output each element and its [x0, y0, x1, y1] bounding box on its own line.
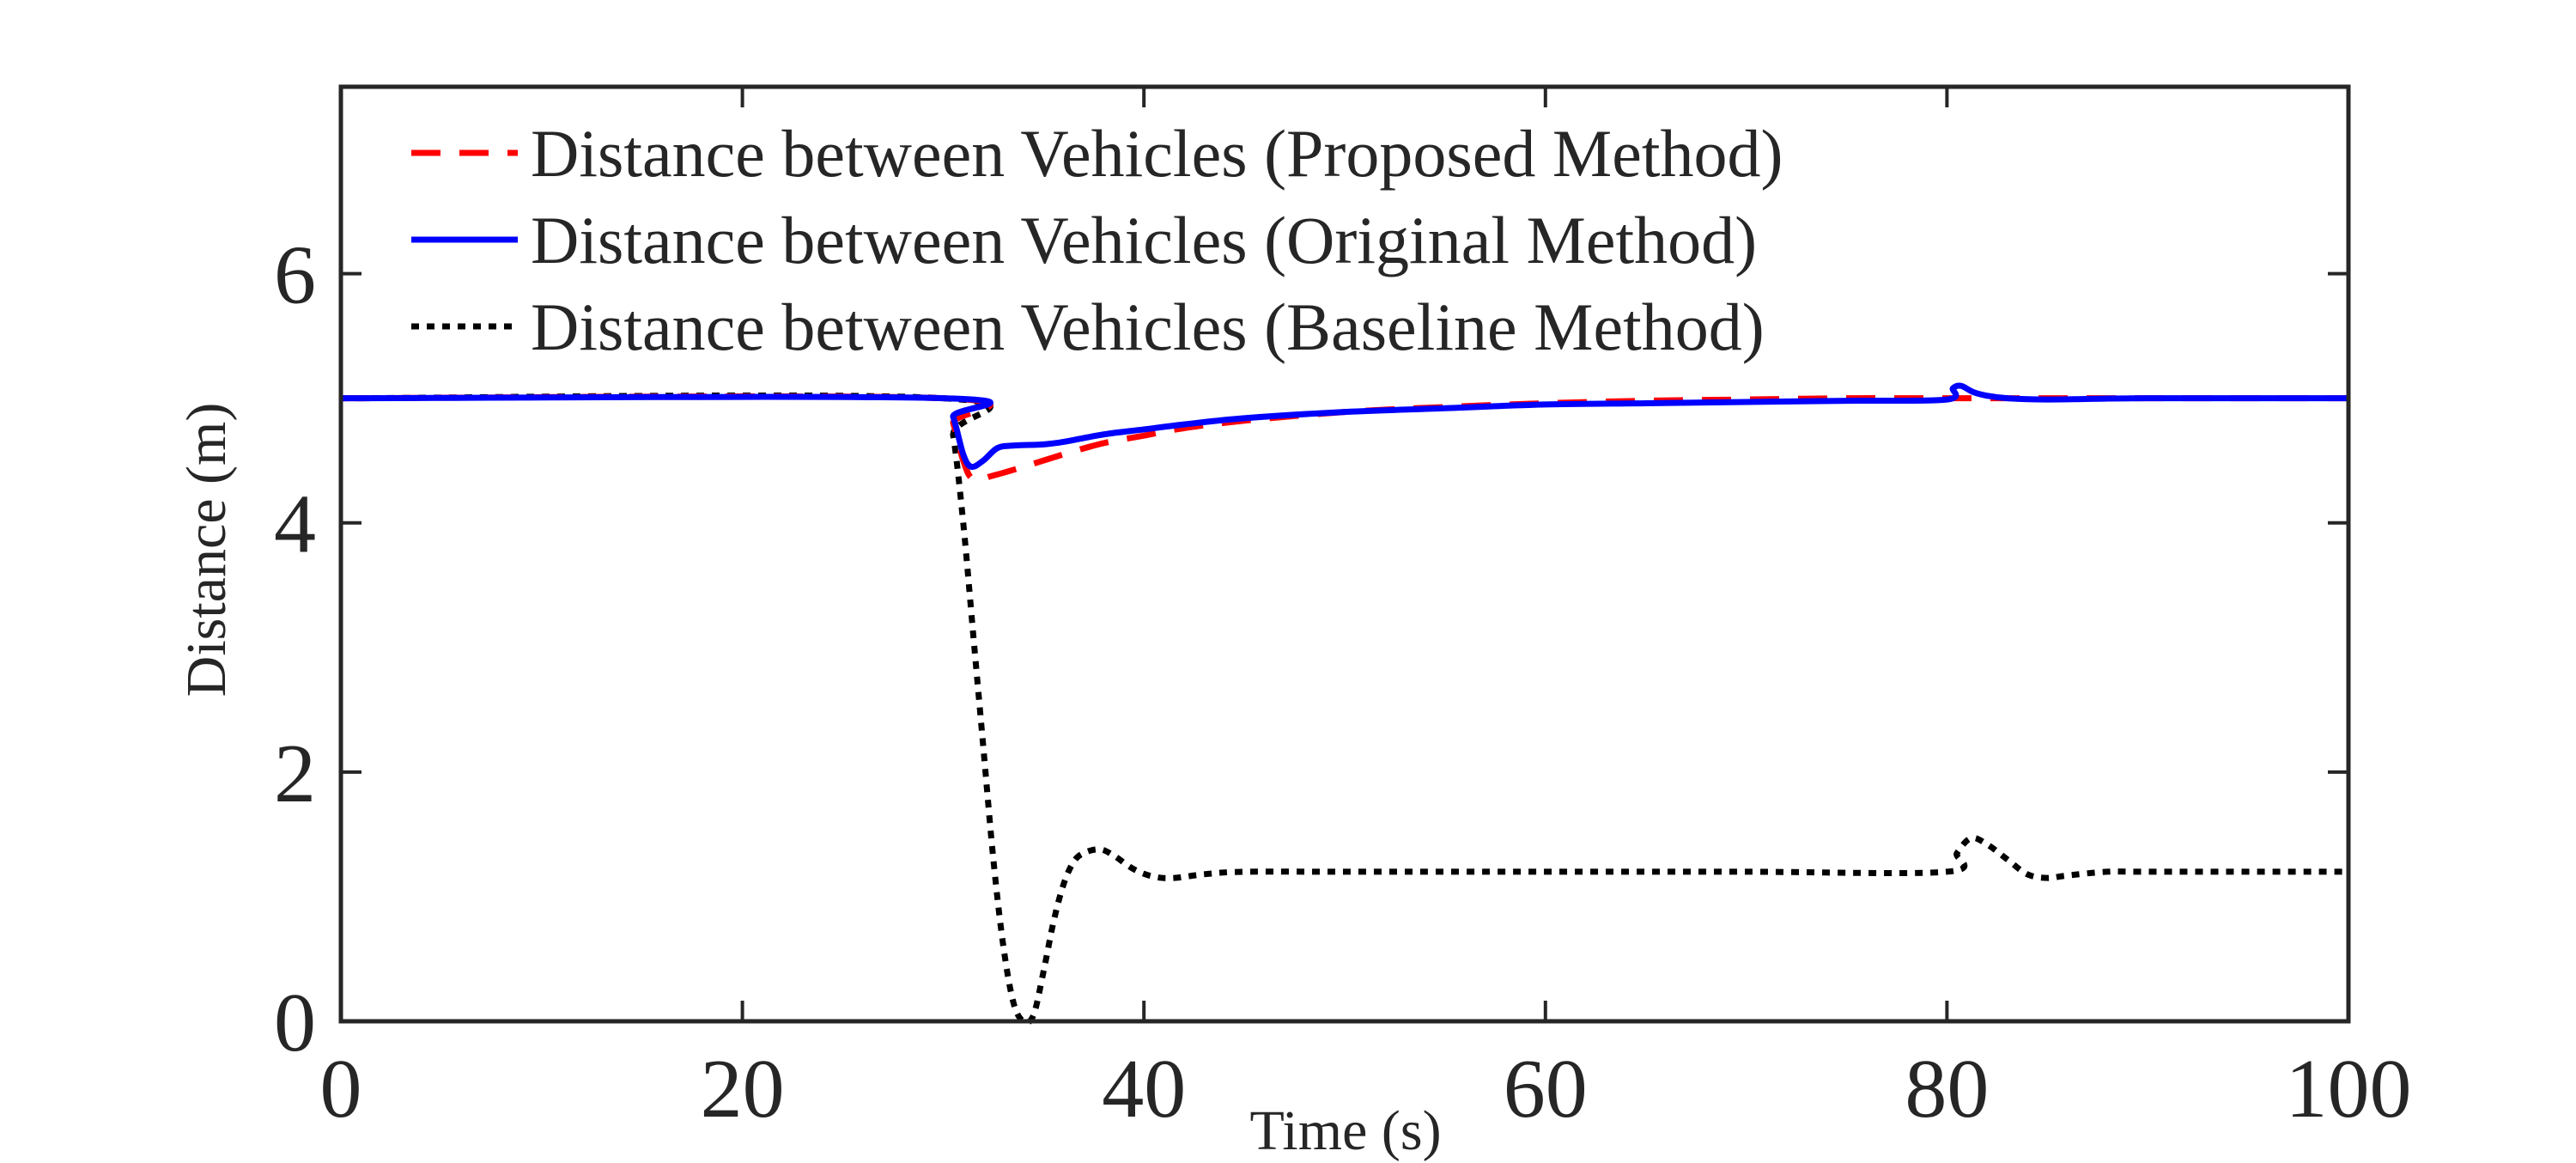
x-tick-label: 20: [701, 1043, 785, 1136]
x-tick-label: 40: [1102, 1043, 1186, 1136]
series-line-2: [340, 392, 2348, 1026]
legend-entry: Distance between Vehicles (Baseline Meth…: [531, 289, 1765, 364]
axes-box: [338, 84, 2351, 1024]
x-tick-label: 0: [320, 1043, 362, 1136]
y-tick-label: 6: [274, 229, 316, 322]
legend: Distance between Vehicles (Proposed Meth…: [411, 116, 1783, 364]
x-tick-label: 60: [1504, 1043, 1588, 1136]
x-axis-label: Time (s): [1249, 1099, 1441, 1162]
x-tick-label: 80: [1905, 1043, 1989, 1136]
series-line-1: [340, 382, 2349, 471]
y-tick-label: 0: [274, 977, 316, 1069]
x-tick-label: 100: [2286, 1043, 2412, 1136]
y-tick-label: 4: [274, 478, 316, 571]
y-tick-label: 2: [274, 728, 316, 820]
y-axis-label: Distance (m): [175, 403, 238, 697]
legend-entry: Distance between Vehicles (Original Meth…: [531, 203, 1757, 277]
series-line-0: [340, 393, 2348, 484]
tick-layer: 0 20 40 60 80 100 0 2 4 6: [274, 87, 2412, 1136]
series-layer: [340, 382, 2349, 1026]
legend-entry: Distance between Vehicles (Proposed Meth…: [531, 116, 1783, 191]
